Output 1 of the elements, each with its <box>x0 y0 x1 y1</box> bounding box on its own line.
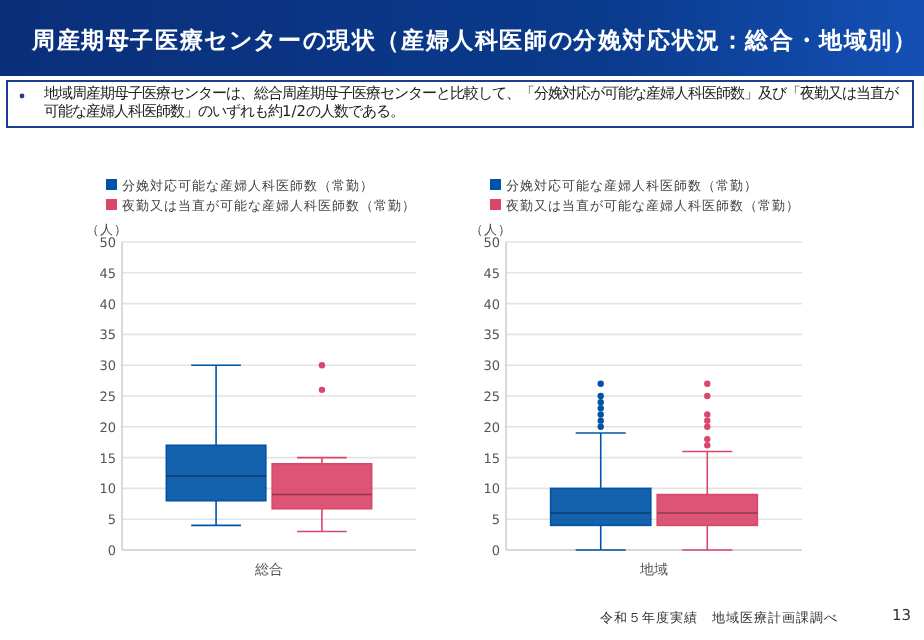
title: 周産期母子医療センターの現状（産婦人科医師の分娩対応状況：総合・地域別） <box>32 26 912 56</box>
